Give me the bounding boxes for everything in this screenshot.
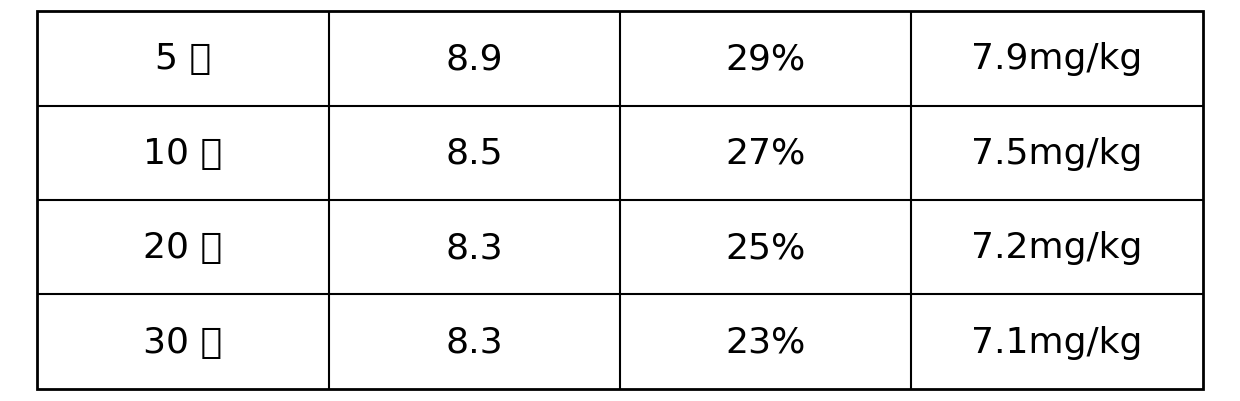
Text: 8.3: 8.3 bbox=[445, 325, 503, 359]
Text: 29%: 29% bbox=[725, 42, 806, 76]
Text: 7.1mg/kg: 7.1mg/kg bbox=[971, 325, 1143, 359]
Text: 8.9: 8.9 bbox=[445, 42, 503, 76]
Text: 7.2mg/kg: 7.2mg/kg bbox=[971, 231, 1143, 265]
Text: 20 天: 20 天 bbox=[144, 231, 222, 265]
Text: 25%: 25% bbox=[725, 231, 806, 265]
Text: 23%: 23% bbox=[725, 325, 806, 359]
Text: 7.5mg/kg: 7.5mg/kg bbox=[971, 136, 1143, 170]
Text: 5 天: 5 天 bbox=[155, 42, 211, 76]
Text: 10 天: 10 天 bbox=[144, 136, 222, 170]
Text: 30 天: 30 天 bbox=[144, 325, 222, 359]
Text: 27%: 27% bbox=[725, 136, 806, 170]
Text: 8.5: 8.5 bbox=[445, 136, 503, 170]
Text: 8.3: 8.3 bbox=[445, 231, 503, 265]
Text: 7.9mg/kg: 7.9mg/kg bbox=[971, 42, 1143, 76]
